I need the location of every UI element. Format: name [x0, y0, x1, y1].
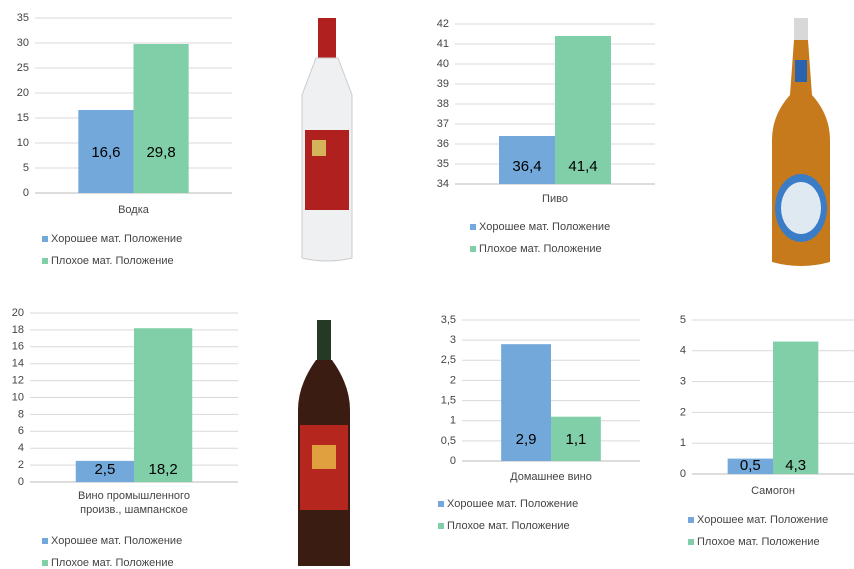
bar [551, 416, 601, 461]
legend-label: Плохое мат. Положение [447, 520, 570, 532]
bar [134, 328, 193, 482]
y-tick-label: 14 [12, 358, 24, 370]
legend-label: Плохое мат. Положение [479, 243, 602, 255]
category-label: Самогон [751, 485, 795, 497]
y-tick-label: 3 [450, 334, 456, 346]
category-label-box: Вино промышленного произв., шампанское [78, 490, 190, 516]
y-tick-label: 3,5 [441, 314, 456, 326]
y-tick-label: 42 [437, 18, 449, 30]
y-tick-label: 38 [437, 98, 449, 110]
y-tick-label: 16 [12, 341, 24, 353]
legend-label: Хорошее мат. Положение [51, 233, 182, 245]
data-label: 0,5 [740, 457, 761, 474]
wine-bottle [298, 320, 350, 566]
data-label: 18,2 [149, 461, 178, 478]
legend-swatch [42, 236, 48, 242]
y-tick-label: 15 [17, 112, 29, 124]
vodka-bottle [301, 18, 353, 262]
y-tick-label: 18 [12, 324, 24, 336]
category-label: Пиво [542, 193, 568, 205]
y-tick-label: 2 [18, 459, 24, 471]
legend-label: Хорошее мат. Положение [51, 535, 182, 547]
legend-swatch [42, 538, 48, 544]
y-tick-label: 30 [17, 37, 29, 49]
y-tick-label: 20 [17, 87, 29, 99]
data-label: 36,4 [512, 158, 541, 175]
y-tick-label: 0 [23, 187, 29, 199]
bar [773, 341, 819, 474]
y-tick-label: 0,5 [441, 435, 456, 447]
category-label: Домашнее вино [510, 471, 592, 483]
y-tick-label: 10 [17, 137, 29, 149]
bar [555, 36, 611, 184]
y-tick-label: 2,5 [441, 354, 456, 366]
data-label: 1,1 [565, 431, 586, 448]
y-tick-label: 5 [23, 162, 29, 174]
y-tick-label: 12 [12, 375, 24, 387]
bar [78, 110, 134, 193]
legend-label: Плохое мат. Положение [697, 536, 820, 548]
legend-swatch [688, 517, 694, 523]
legend-swatch [688, 539, 694, 545]
y-tick-label: 40 [437, 58, 449, 70]
y-tick-label: 1,5 [441, 394, 456, 406]
y-tick-label: 0 [680, 468, 686, 480]
legend-swatch [470, 224, 476, 230]
y-tick-label: 10 [12, 391, 24, 403]
legend-swatch [42, 258, 48, 264]
legend-label: Хорошее мат. Положение [447, 498, 578, 510]
data-label: 16,6 [91, 144, 120, 161]
y-tick-label: 6 [18, 425, 24, 437]
category-label: Вино промышленного произв., шампанское [78, 490, 190, 516]
bar [133, 44, 189, 193]
y-tick-label: 37 [437, 118, 449, 130]
y-tick-label: 3 [680, 376, 686, 388]
y-tick-label: 25 [17, 62, 29, 74]
legend-label: Хорошее мат. Положение [697, 514, 828, 526]
y-tick-label: 4 [680, 345, 686, 357]
y-tick-label: 5 [680, 314, 686, 326]
y-tick-label: 8 [18, 408, 24, 420]
data-label: 29,8 [146, 144, 175, 161]
y-tick-label: 0 [450, 455, 456, 467]
y-tick-label: 35 [437, 158, 449, 170]
legend-label: Плохое мат. Положение [51, 557, 174, 569]
y-tick-label: 39 [437, 78, 449, 90]
legend-swatch [42, 560, 48, 566]
y-tick-label: 36 [437, 138, 449, 150]
data-label: 2,9 [516, 431, 537, 448]
bar [75, 460, 134, 482]
legend-swatch [438, 501, 444, 507]
y-tick-label: 35 [17, 12, 29, 24]
legend-label: Хорошее мат. Положение [479, 221, 610, 233]
bar [501, 344, 551, 461]
bar [499, 136, 555, 184]
legend-label: Плохое мат. Положение [51, 255, 174, 267]
y-tick-label: 34 [437, 178, 449, 190]
y-tick-label: 4 [18, 442, 24, 454]
y-tick-label: 0 [18, 476, 24, 488]
y-tick-label: 20 [12, 307, 24, 319]
data-label: 2,5 [94, 461, 115, 478]
beer-bottle [772, 18, 830, 266]
y-tick-label: 2 [450, 374, 456, 386]
data-label: 4,3 [785, 457, 806, 474]
legend-swatch [470, 246, 476, 252]
y-tick-label: 1 [680, 437, 686, 449]
y-tick-label: 2 [680, 406, 686, 418]
y-tick-label: 41 [437, 38, 449, 50]
bar [727, 458, 773, 474]
category-label: Водка [118, 204, 150, 216]
data-label: 41,4 [568, 158, 597, 175]
legend-swatch [438, 523, 444, 529]
y-tick-label: 1 [450, 415, 456, 427]
